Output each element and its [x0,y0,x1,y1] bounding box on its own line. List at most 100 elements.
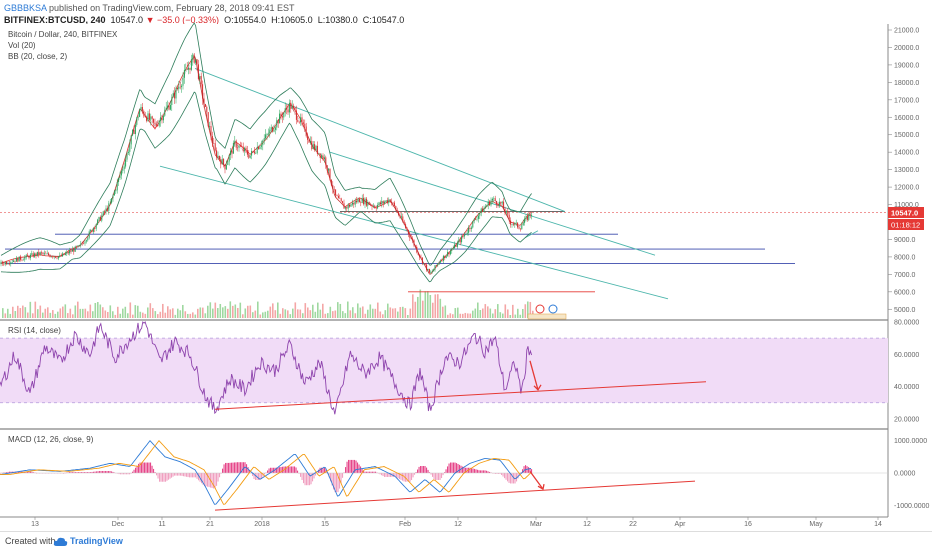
macd-histogram-bar [234,462,236,473]
macd-histogram-bar [414,473,416,475]
volume-bar [287,310,289,318]
volume-bar [404,308,407,318]
candle-body [461,236,463,243]
volume-bar [107,311,109,318]
candle-body [353,202,355,205]
candle-body [153,118,155,123]
high-value: H:10605.0 [271,15,313,25]
macd-histogram-bar [502,473,504,477]
rsi-line [0,321,533,415]
candle-body [4,262,6,265]
volume-bar [497,304,499,318]
author-link[interactable]: GBBBKSA [4,3,47,13]
candle-body [445,255,447,259]
candle-body [420,257,422,259]
candle-body [490,200,492,206]
macd-histogram-bar [226,462,228,473]
candle-body [29,254,31,259]
chart-canvas[interactable]: 21000.0 20000.0 19000.0 18000.0 17000.0 16000… [0,0,932,531]
macd-histogram-bar [123,473,125,475]
candle-body [423,263,425,264]
volume-bar [7,308,9,318]
volume-bar [479,309,482,318]
candle-body [262,140,264,146]
candle-body [98,216,100,220]
macd-histogram-bar [18,471,20,473]
macd-histogram-bar [351,459,353,473]
event-markers [527,304,567,320]
tradingview-brand[interactable]: TradingView [70,536,123,546]
candle-body [140,107,142,111]
volume-bar [294,302,297,318]
macd-histogram-bar [510,473,512,484]
volume-bar [2,308,4,318]
close-value: C:10547.0 [362,15,405,25]
dividend-marker[interactable] [527,313,567,320]
candle-body [413,240,415,246]
candle-body [311,140,313,149]
rsi-legend: RSI (14, close) [8,326,61,335]
tradingview-cloud-icon [53,535,68,553]
volume-bar [137,305,139,318]
candle-body [477,215,479,219]
volume-bar [12,306,14,318]
event-marker-icon[interactable] [548,304,558,314]
price-pane[interactable] [0,24,888,320]
rsi-arrow [529,360,539,391]
price-axis-ticks: 21000.0 20000.0 19000.0 18000.0 17000.0 16000… [888,28,919,314]
macd-histogram-bar [292,466,294,473]
volume-bar [487,306,489,318]
candle-body [168,105,170,110]
volume-bar [227,308,229,318]
macd-histogram-bar [334,473,336,493]
macd-histogram-bar [241,462,243,473]
volume-bar [442,306,444,318]
candle-body [52,256,54,258]
candle-body [56,257,58,259]
macd-histogram-bar [259,473,261,480]
macd-histogram-bar [397,473,399,479]
candle-body [325,157,327,166]
candle-body [165,107,167,110]
macd-histogram-bar [135,467,137,473]
macd-histogram-bar [247,467,249,473]
candle-body [248,154,250,158]
macd-histogram-bar [31,471,33,473]
macd-histogram-bar [474,468,476,473]
candle-body [400,216,402,218]
macd-histogram-bar [496,473,498,474]
candle-body [357,199,359,203]
macd-histogram-bar [90,472,92,473]
event-marker-icon[interactable] [535,304,545,314]
macd-histogram-bar [300,473,302,477]
volume-bar [279,313,282,318]
candle-body [496,201,498,205]
time-tick-label: 15 [321,521,329,528]
candle-body [333,189,335,190]
candle-body [134,124,136,135]
macd-histogram-bar [523,466,525,473]
macd-histogram-bar [136,465,138,473]
price-badge: 10547.0 01:18:12 [888,207,924,230]
volume-bar [67,313,69,318]
candle-body [263,138,265,141]
macd-histogram-bar [415,472,417,473]
volume-bar [524,304,527,318]
macd-histogram-bar [432,473,434,477]
countdown-value: 01:18:12 [891,221,920,230]
volume-bar [349,310,352,318]
volume-bar [112,311,114,318]
rsi-tick-label: 20.0000 [894,416,919,423]
macd-histogram-bar [145,462,147,473]
candle-body [182,77,184,86]
candle-body [25,254,27,258]
candle-body [371,205,373,207]
macd-histogram-bar [384,473,386,477]
macd-histogram-bar [7,471,9,473]
candle-body [346,207,348,209]
macd-histogram-bar [331,473,333,486]
candle-body [385,200,387,202]
volume-bar [302,313,304,318]
candle-body [384,201,386,204]
volume-bar [159,311,162,318]
